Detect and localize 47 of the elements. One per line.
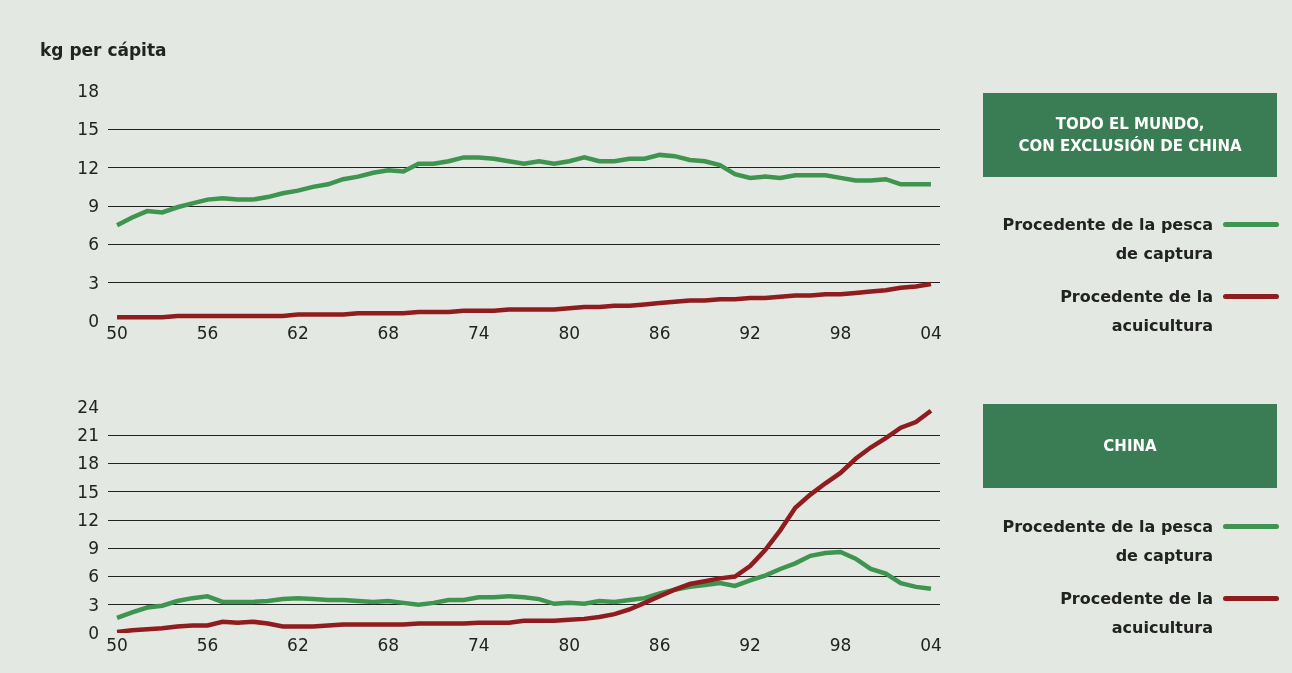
line-series	[114, 281, 934, 320]
y-tick-label: 12	[77, 157, 99, 178]
x-tick-label: 04	[920, 635, 942, 655]
x-tick-label: 74	[467, 635, 490, 655]
y-tick-label: 6	[88, 234, 99, 255]
x-tick-label: 92	[739, 323, 761, 343]
x-tick-label: 56	[196, 635, 219, 655]
x-tick-label: 92	[739, 635, 761, 655]
y-tick-label: 3	[88, 594, 99, 615]
x-tick-label: 80	[558, 323, 581, 343]
legend-label: Procedente de la acuicultura	[1059, 588, 1213, 639]
legend-label: Procedente de la pesca de captura	[1001, 516, 1213, 567]
legend-label: Procedente de la acuicultura	[1059, 286, 1213, 337]
x-tick-label: 98	[829, 635, 852, 655]
y-tick-label: 24	[77, 396, 99, 417]
x-tick-label: 62	[287, 323, 309, 343]
legend-label: Procedente de la pesca de captura	[1001, 214, 1213, 265]
x-tick-label: 56	[196, 323, 219, 343]
legend-title: TODO EL MUNDO, CON EXCLUSIÓN DE CHINA	[983, 93, 1277, 177]
y-tick-label: 0	[88, 310, 99, 331]
line-series	[114, 152, 934, 228]
legend-title: CHINA	[983, 404, 1277, 488]
line-series	[114, 408, 934, 633]
x-tick-label: 68	[377, 635, 400, 655]
y-tick-label: 18	[77, 80, 99, 101]
y-tick-label: 6	[88, 566, 99, 587]
x-tick-label: 68	[377, 323, 400, 343]
x-tick-label: 98	[829, 323, 852, 343]
x-tick-label: 04	[920, 323, 942, 343]
y-tick-label: 0	[88, 622, 99, 643]
y-axis-title: kg per cápita	[40, 40, 167, 60]
y-tick-label: 15	[77, 119, 99, 140]
line-series	[114, 549, 934, 621]
y-tick-label: 21	[77, 425, 99, 446]
x-tick-label: 86	[648, 635, 671, 655]
x-tick-label: 50	[106, 323, 128, 343]
x-tick-label: 86	[648, 323, 671, 343]
y-tick-label: 12	[77, 509, 99, 530]
y-tick-label: 9	[88, 195, 99, 216]
y-tick-label: 18	[77, 453, 99, 474]
y-tick-label: 15	[77, 481, 99, 502]
y-tick-label: 9	[88, 538, 99, 559]
x-tick-label: 80	[558, 635, 581, 655]
x-tick-label: 62	[287, 635, 309, 655]
y-tick-label: 3	[88, 272, 99, 293]
x-tick-label: 50	[106, 635, 128, 655]
x-tick-label: 74	[467, 323, 490, 343]
